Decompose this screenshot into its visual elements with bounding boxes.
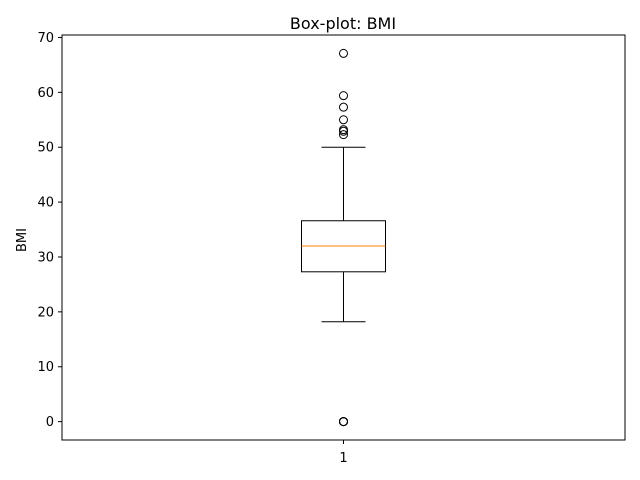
plot-area: 0 10 20 30 40 50 60 70 1 — [37, 31, 626, 466]
outlier-point — [339, 48, 348, 58]
y-tick-label: 10 — [37, 360, 54, 375]
y-tick-label: 50 — [37, 141, 54, 156]
x-tick-label: 1 — [339, 451, 347, 466]
y-tick-label: 0 — [46, 415, 54, 430]
y-tick-label: 20 — [37, 305, 54, 320]
outlier-point — [339, 102, 348, 112]
outlier-point — [339, 115, 348, 125]
chart-title: Box-plot: BMI — [290, 14, 396, 33]
outlier-point — [339, 417, 348, 427]
outlier-point — [339, 130, 348, 140]
outlier-point — [339, 91, 348, 101]
y-axis-label: BMI — [15, 228, 30, 252]
outlier-point — [339, 125, 348, 135]
y-tick-label: 60 — [37, 86, 54, 101]
y-tick-label: 70 — [37, 31, 54, 46]
y-tick-label: 40 — [37, 196, 54, 211]
y-tick-label: 30 — [37, 250, 54, 265]
